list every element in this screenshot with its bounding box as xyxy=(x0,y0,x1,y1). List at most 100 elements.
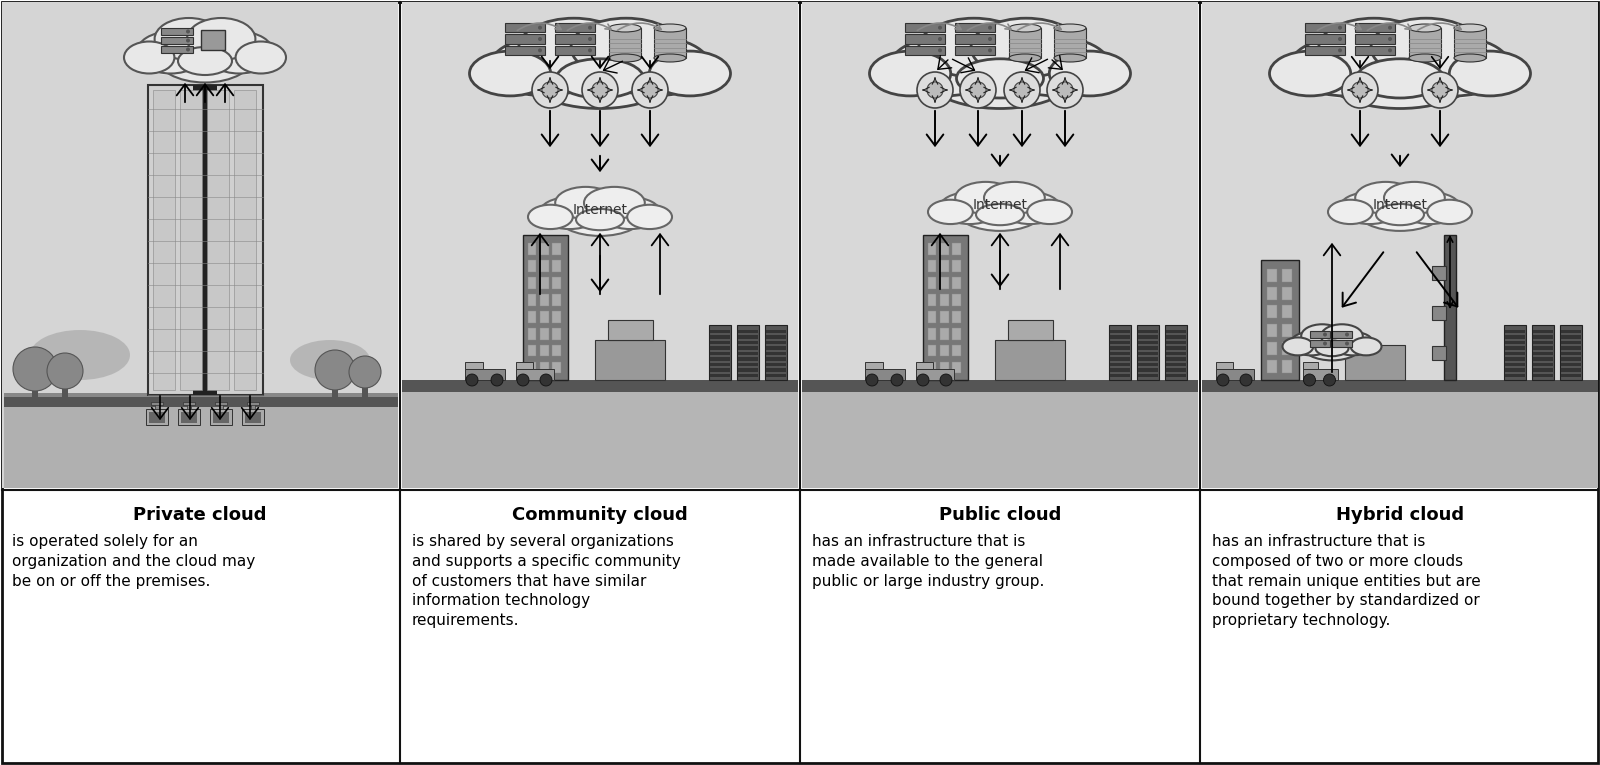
Bar xyxy=(923,235,968,380)
Bar xyxy=(1562,368,1581,372)
Bar xyxy=(147,85,262,395)
Bar xyxy=(3,393,398,397)
Circle shape xyxy=(538,26,542,30)
Bar xyxy=(941,260,949,272)
Ellipse shape xyxy=(125,37,286,77)
Ellipse shape xyxy=(1269,51,1350,96)
Text: Internet: Internet xyxy=(973,198,1027,212)
Bar xyxy=(1054,28,1086,58)
Bar xyxy=(1202,380,1598,392)
Bar xyxy=(928,243,936,256)
Bar xyxy=(928,311,936,323)
Bar xyxy=(710,351,730,355)
Bar xyxy=(1562,340,1581,344)
Circle shape xyxy=(541,374,552,386)
Bar xyxy=(555,23,595,32)
Ellipse shape xyxy=(469,51,550,96)
Bar xyxy=(1302,362,1318,369)
Circle shape xyxy=(866,374,878,386)
Ellipse shape xyxy=(1054,24,1086,32)
Bar xyxy=(213,412,229,423)
Circle shape xyxy=(1304,374,1315,386)
Bar xyxy=(62,382,67,397)
Bar xyxy=(1202,388,1598,488)
Circle shape xyxy=(1389,26,1392,30)
Bar xyxy=(506,46,546,55)
Text: Community cloud: Community cloud xyxy=(512,506,688,524)
Bar xyxy=(3,395,398,407)
Circle shape xyxy=(538,48,542,52)
Ellipse shape xyxy=(490,37,600,96)
Ellipse shape xyxy=(957,189,1043,231)
Bar xyxy=(1166,330,1186,333)
Bar xyxy=(466,369,506,380)
Bar xyxy=(709,325,731,380)
Bar xyxy=(1562,351,1581,355)
Bar xyxy=(802,380,1198,392)
Bar xyxy=(766,330,786,333)
Bar xyxy=(1443,235,1456,380)
Ellipse shape xyxy=(1454,24,1486,32)
Circle shape xyxy=(1218,374,1229,386)
Bar xyxy=(1166,363,1186,366)
Text: Private cloud: Private cloud xyxy=(133,506,267,524)
Bar xyxy=(1282,269,1293,282)
Bar xyxy=(1454,28,1486,58)
Bar xyxy=(541,260,549,272)
Bar xyxy=(1138,325,1158,380)
Bar xyxy=(1302,369,1338,380)
Ellipse shape xyxy=(1290,37,1400,96)
Bar xyxy=(1533,363,1554,366)
Bar xyxy=(402,380,798,392)
Ellipse shape xyxy=(1427,200,1472,224)
Ellipse shape xyxy=(1371,18,1482,77)
Bar xyxy=(528,327,536,340)
Bar xyxy=(523,235,568,380)
Ellipse shape xyxy=(520,31,680,109)
Ellipse shape xyxy=(576,209,624,230)
Bar xyxy=(928,294,936,306)
Circle shape xyxy=(1014,82,1030,98)
Ellipse shape xyxy=(1339,192,1400,224)
Bar xyxy=(528,277,536,289)
Ellipse shape xyxy=(125,41,174,73)
Circle shape xyxy=(46,353,83,389)
Ellipse shape xyxy=(528,202,672,232)
Bar xyxy=(1533,325,1554,380)
Circle shape xyxy=(1389,48,1392,52)
Circle shape xyxy=(1046,72,1083,108)
Bar xyxy=(1506,340,1525,344)
Bar xyxy=(234,90,256,390)
Ellipse shape xyxy=(539,197,600,229)
Bar xyxy=(738,363,758,366)
Ellipse shape xyxy=(890,37,1000,96)
Ellipse shape xyxy=(178,47,232,75)
Circle shape xyxy=(1323,341,1326,346)
Ellipse shape xyxy=(1315,340,1349,356)
Ellipse shape xyxy=(1350,337,1381,356)
Circle shape xyxy=(186,38,190,43)
Bar xyxy=(710,373,730,377)
Bar xyxy=(915,362,933,369)
Text: is shared by several organizations
and supports a specific community
of customer: is shared by several organizations and s… xyxy=(413,534,680,628)
Bar xyxy=(162,37,194,44)
Bar xyxy=(1166,340,1186,344)
Bar xyxy=(214,402,227,405)
Bar xyxy=(194,85,218,395)
Bar xyxy=(952,327,962,340)
Bar xyxy=(1506,373,1525,377)
Bar xyxy=(1282,287,1293,300)
Ellipse shape xyxy=(1269,45,1531,102)
Circle shape xyxy=(938,37,942,41)
Bar xyxy=(1533,330,1554,333)
Bar xyxy=(866,362,883,369)
Bar xyxy=(738,357,758,360)
Circle shape xyxy=(917,374,930,386)
Bar xyxy=(941,294,949,306)
Bar xyxy=(1138,373,1158,377)
Ellipse shape xyxy=(557,59,643,98)
Bar xyxy=(1267,287,1277,300)
Bar xyxy=(1306,23,1346,32)
Bar xyxy=(802,388,1198,488)
Bar xyxy=(1355,46,1395,55)
